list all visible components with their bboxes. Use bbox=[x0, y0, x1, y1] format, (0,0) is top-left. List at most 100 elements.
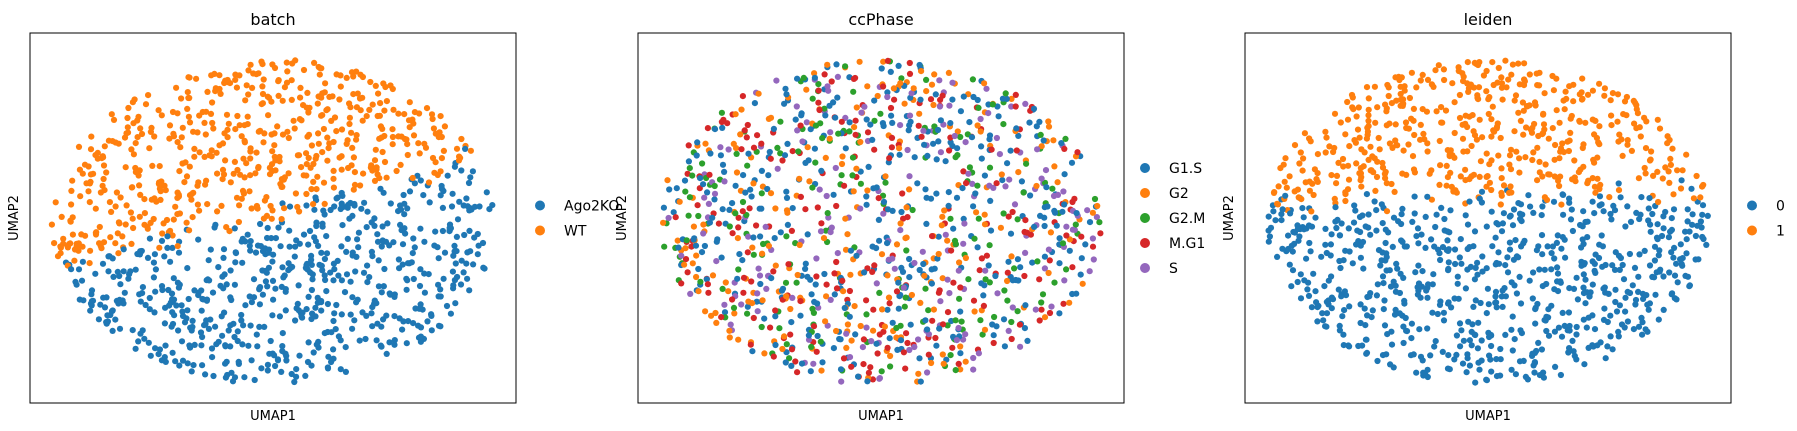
point-WT bbox=[330, 175, 337, 182]
legend-marker-S bbox=[1140, 263, 1150, 273]
point-M.G1 bbox=[888, 134, 896, 141]
point-Ago2KO bbox=[198, 307, 205, 314]
point-1 bbox=[1286, 173, 1293, 180]
point-Ago2KO bbox=[202, 371, 209, 378]
point-G2 bbox=[901, 100, 908, 107]
point-M.G1 bbox=[802, 206, 809, 213]
point-G2 bbox=[971, 308, 978, 315]
point-WT bbox=[382, 83, 389, 91]
point-0 bbox=[1393, 260, 1400, 267]
point-WT bbox=[379, 125, 386, 132]
point-0 bbox=[1686, 283, 1693, 290]
point-1 bbox=[1457, 173, 1464, 180]
point-S bbox=[1032, 306, 1039, 313]
point-G2 bbox=[903, 204, 910, 211]
point-1 bbox=[1643, 118, 1650, 125]
point-Ago2KO bbox=[252, 249, 260, 256]
point-0 bbox=[1414, 225, 1422, 232]
point-0 bbox=[1486, 352, 1493, 359]
point-Ago2KO bbox=[151, 251, 158, 258]
point-0 bbox=[1346, 303, 1353, 310]
point-Ago2KO bbox=[375, 283, 382, 290]
point-0 bbox=[1533, 247, 1540, 254]
point-0 bbox=[1624, 288, 1631, 295]
point-1 bbox=[1438, 119, 1445, 126]
point-WT bbox=[255, 128, 262, 135]
point-G1.S bbox=[695, 265, 702, 273]
point-WT bbox=[288, 96, 295, 103]
point-1 bbox=[1571, 157, 1578, 164]
point-M.G1 bbox=[750, 144, 758, 151]
point-S bbox=[803, 119, 810, 126]
point-WT bbox=[298, 117, 305, 124]
point-M.G1 bbox=[1004, 269, 1011, 276]
point-G2 bbox=[726, 334, 733, 341]
point-Ago2KO bbox=[221, 309, 228, 316]
point-G1.S bbox=[917, 378, 924, 385]
point-Ago2KO bbox=[186, 342, 193, 349]
point-G1.S bbox=[660, 204, 668, 211]
point-G1.S bbox=[864, 378, 871, 385]
point-Ago2KO bbox=[158, 237, 166, 244]
point-WT bbox=[87, 171, 94, 178]
point-WT bbox=[320, 179, 328, 186]
point-WT bbox=[194, 182, 201, 189]
point-WT bbox=[181, 179, 188, 186]
point-0 bbox=[1279, 206, 1286, 213]
point-G1.S bbox=[1059, 208, 1066, 215]
point-Ago2KO bbox=[116, 272, 123, 280]
point-1 bbox=[1411, 131, 1418, 139]
point-1 bbox=[1373, 173, 1381, 181]
point-0 bbox=[1554, 270, 1562, 277]
point-Ago2KO bbox=[399, 261, 406, 268]
point-1 bbox=[1388, 180, 1395, 188]
point-G2.M bbox=[878, 368, 885, 375]
point-WT bbox=[416, 150, 423, 157]
point-1 bbox=[1488, 186, 1495, 194]
point-Ago2KO bbox=[293, 305, 300, 312]
point-WT bbox=[124, 124, 131, 131]
point-M.G1 bbox=[682, 256, 690, 263]
point-WT bbox=[316, 71, 323, 78]
point-Ago2KO bbox=[310, 349, 317, 356]
point-0 bbox=[1388, 341, 1396, 348]
point-0 bbox=[1332, 218, 1339, 225]
point-0 bbox=[1322, 225, 1329, 232]
point-WT bbox=[101, 143, 108, 150]
point-1 bbox=[1322, 149, 1329, 156]
point-0 bbox=[1457, 236, 1464, 243]
point-G1.S bbox=[898, 264, 905, 271]
point-G2 bbox=[732, 111, 739, 118]
point-1 bbox=[1520, 131, 1527, 138]
point-1 bbox=[1270, 189, 1278, 196]
point-0 bbox=[1423, 287, 1430, 294]
point-Ago2KO bbox=[467, 174, 474, 181]
point-Ago2KO bbox=[338, 311, 345, 318]
point-0 bbox=[1569, 227, 1576, 235]
point-M.G1 bbox=[884, 57, 892, 64]
point-0 bbox=[1670, 254, 1677, 261]
point-Ago2KO bbox=[426, 199, 433, 206]
point-G2.M bbox=[726, 223, 733, 230]
point-G1.S bbox=[768, 275, 775, 282]
point-WT bbox=[244, 113, 251, 120]
point-1 bbox=[1519, 99, 1526, 106]
point-0 bbox=[1337, 264, 1344, 272]
point-0 bbox=[1699, 202, 1707, 209]
point-G1.S bbox=[863, 116, 870, 123]
point-0 bbox=[1671, 272, 1679, 279]
point-WT bbox=[247, 172, 254, 179]
point-WT bbox=[372, 82, 379, 89]
point-0 bbox=[1303, 255, 1310, 262]
point-WT bbox=[206, 152, 213, 159]
point-0 bbox=[1472, 264, 1479, 271]
point-0 bbox=[1325, 301, 1332, 308]
point-G2.M bbox=[1039, 291, 1047, 298]
point-0 bbox=[1310, 270, 1317, 277]
point-Ago2KO bbox=[184, 360, 191, 367]
point-G2.M bbox=[1011, 265, 1018, 272]
point-S bbox=[1011, 201, 1019, 208]
point-1 bbox=[1474, 92, 1481, 99]
point-G1.S bbox=[784, 221, 792, 228]
point-1 bbox=[1479, 134, 1486, 141]
